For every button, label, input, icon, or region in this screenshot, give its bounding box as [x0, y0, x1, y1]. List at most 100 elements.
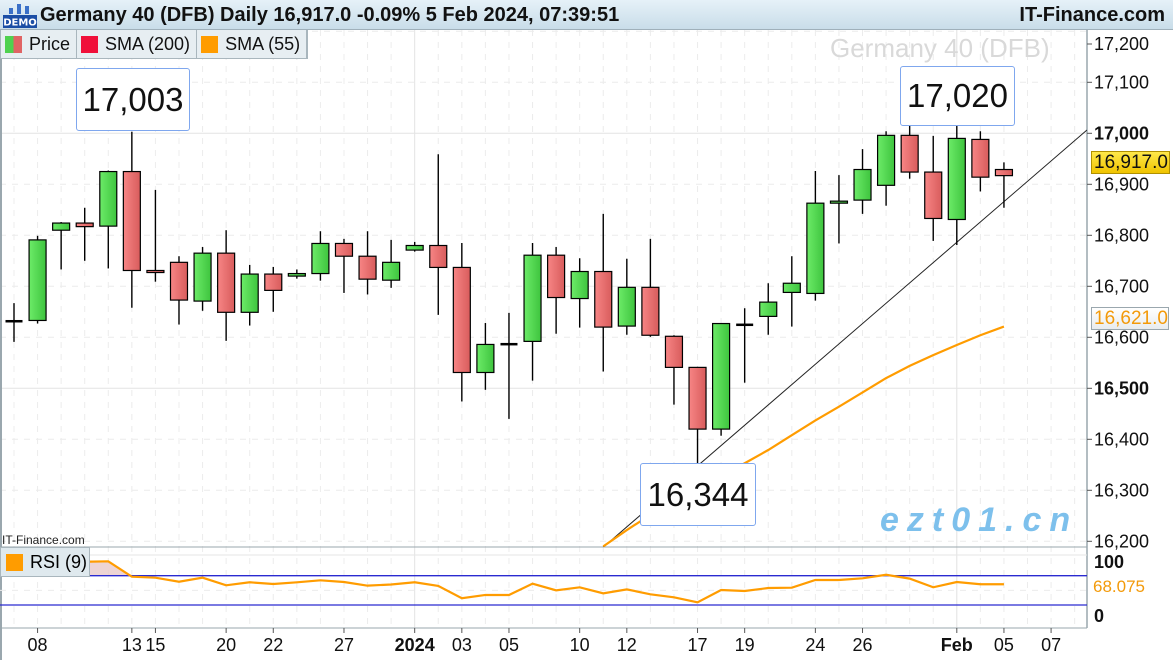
candle-up — [240, 273, 259, 313]
date-tick-label: 08 — [28, 635, 48, 655]
rsi-legend-label: RSI (9) — [30, 551, 88, 572]
candle-up — [99, 170, 118, 227]
candle-up — [382, 261, 401, 281]
price-tick-label: 17,200 — [1094, 34, 1149, 54]
site-watermark: ezt01.cn — [880, 501, 1079, 539]
candle-down — [169, 261, 189, 301]
price-axis: 17,200 17,100 17,000 16,900 16,800 16,700 16,6… — [1087, 34, 1149, 551]
instrument-watermark: Germany 40 (DFB) — [830, 33, 1050, 63]
candle-up — [947, 137, 966, 221]
annotation-text: 16,344 — [647, 476, 749, 513]
date-tick-label: 17 — [688, 635, 708, 655]
candle-down — [217, 252, 236, 313]
date-tick-label: Feb — [941, 635, 973, 655]
candle-up — [782, 282, 801, 294]
rsi-overbought-fill — [84, 561, 1004, 576]
candle-up — [570, 270, 589, 300]
price-tick-label: 16,200 — [1094, 531, 1149, 551]
date-tick-label: 05 — [994, 635, 1014, 655]
candle-down — [146, 269, 165, 274]
candle-doji — [736, 323, 754, 327]
candle-down — [924, 171, 943, 220]
candle-up — [52, 222, 71, 231]
candle-up — [876, 134, 896, 186]
legend: Price SMA (200) SMA (55) — [0, 30, 309, 59]
date-tick-label: 12 — [617, 635, 637, 655]
annotation-text: 17,020 — [907, 77, 1008, 114]
candle-up — [476, 343, 495, 374]
chart-title: Germany 40 (DFB) Daily 16,917.0 -0.09% 5… — [40, 4, 620, 26]
candle-up — [28, 239, 47, 322]
demo-chart-icon: DEMO — [3, 4, 37, 29]
candle-doji — [5, 319, 23, 323]
candle-up — [193, 252, 212, 302]
price-tick-label: 16,300 — [1094, 480, 1149, 500]
date-tick-label: 24 — [805, 635, 825, 655]
price-tick-label: 16,400 — [1094, 429, 1149, 449]
legend-label: SMA (200) — [105, 33, 191, 54]
date-tick-label: 05 — [499, 635, 519, 655]
price-tick-label: 17,000 — [1094, 123, 1149, 143]
date-tick-label: 20 — [216, 635, 236, 655]
date-tick-label: 15 — [145, 635, 165, 655]
price-tick-label: 17,100 — [1094, 72, 1149, 92]
candle-up — [523, 254, 542, 342]
candle-down — [594, 270, 613, 328]
price-swatch-icon — [5, 35, 22, 53]
annotation-text: 17,003 — [82, 81, 184, 118]
date-tick-label: 03 — [452, 635, 472, 655]
rsi-line — [84, 560, 1004, 604]
candle-up — [287, 272, 306, 277]
rsi-swatch-icon — [6, 553, 23, 571]
candle-down — [122, 170, 141, 272]
sma55-swatch-icon — [201, 35, 219, 53]
candle-up — [311, 242, 330, 275]
candle-down — [547, 254, 566, 299]
rsi-panel: 100 0 — [0, 552, 1124, 626]
date-tick-label: 10 — [570, 635, 590, 655]
price-tick-label: 16,900 — [1094, 174, 1149, 194]
candle-up — [759, 301, 778, 317]
candle-down — [264, 273, 283, 291]
date-tick-label: 26 — [853, 635, 873, 655]
source-label: IT-Finance.com — [2, 533, 85, 547]
rsi-legend[interactable]: RSI (9) — [0, 547, 90, 577]
candle-down — [75, 222, 94, 228]
candle-down — [994, 168, 1014, 177]
candle-down — [664, 335, 684, 368]
candle-down — [358, 255, 377, 280]
candle-down — [641, 286, 660, 336]
annotation-high-17020: 17,020 — [900, 66, 1015, 126]
candle-up — [829, 200, 849, 204]
annotation-low-16344: 16,344 — [640, 463, 756, 526]
candle-up — [405, 244, 424, 251]
candle-down — [452, 266, 471, 374]
sma200-swatch-icon — [81, 35, 99, 53]
price-tick-label: 16,800 — [1094, 225, 1149, 245]
price-tick-label: 16,600 — [1094, 327, 1149, 347]
price-tick-label: 16,500 — [1094, 378, 1149, 398]
candle-down — [334, 242, 354, 257]
price-tick-label: 16,700 — [1094, 276, 1149, 296]
rsi-value-tag: 68.075 — [1093, 577, 1145, 596]
candle-down — [900, 134, 919, 173]
candle-down — [429, 244, 448, 269]
candle-up — [806, 202, 825, 295]
legend-item-sma200[interactable]: SMA (200) — [77, 30, 198, 58]
candle-up — [711, 322, 731, 430]
legend-label: Price — [29, 33, 71, 54]
date-tick-label: 13 — [122, 635, 142, 655]
legend-item-sma55[interactable]: SMA (55) — [197, 30, 308, 58]
last-price-tag: 16,917.0 — [1091, 151, 1170, 174]
legend-item-price[interactable]: Price — [1, 30, 78, 58]
legend-label: SMA (55) — [225, 33, 301, 54]
date-tick-label: 2024 — [395, 635, 435, 655]
demo-badge-text: DEMO — [3, 18, 37, 29]
candle-doji — [500, 342, 518, 346]
candle-up — [617, 286, 636, 327]
candle-up — [853, 168, 872, 201]
date-tick-label: 22 — [263, 635, 283, 655]
annotation-high-17003: 17,003 — [76, 68, 190, 131]
brand-name: IT-Finance.com — [1019, 4, 1165, 26]
